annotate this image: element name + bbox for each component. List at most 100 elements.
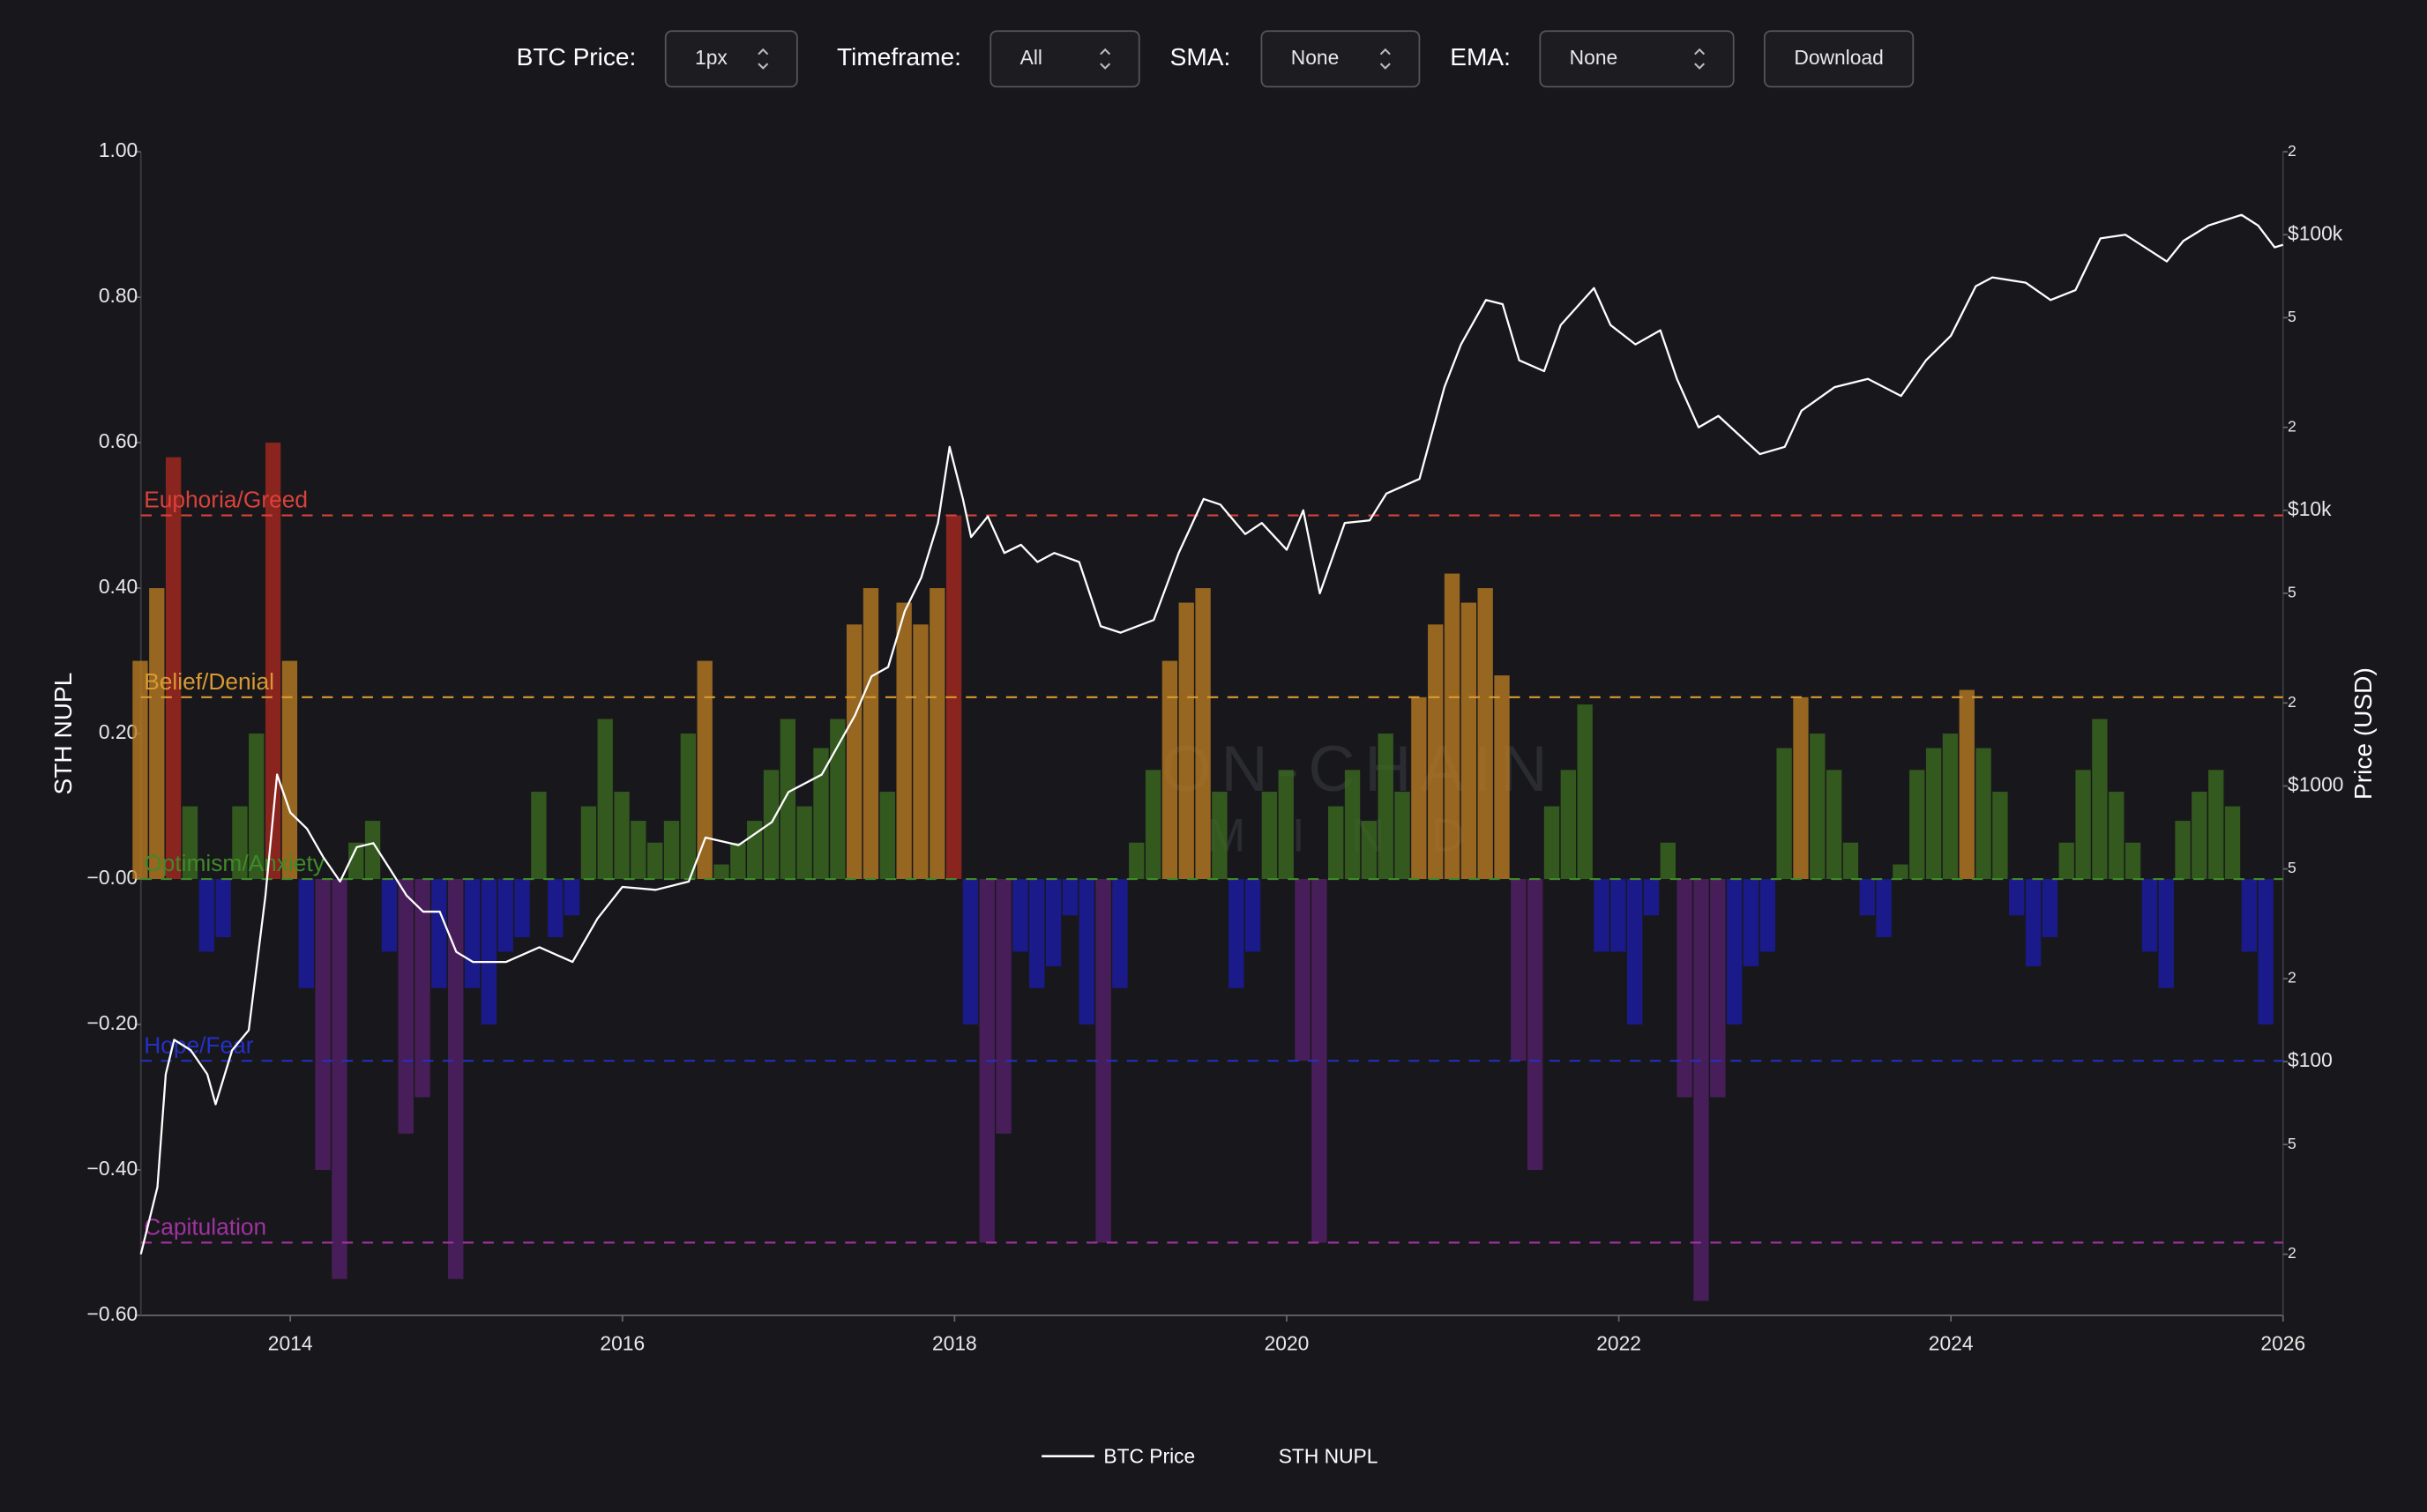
nupl-bar <box>1477 588 1493 880</box>
nupl-bar <box>414 879 430 1098</box>
select-arrow[interactable] <box>1694 48 1706 70</box>
nupl-bar <box>1161 660 1178 880</box>
y-tick-label: 0.80 <box>99 284 138 307</box>
control-label: EMA: <box>1450 43 1511 71</box>
select-arrow[interactable] <box>1379 48 1391 70</box>
select-value[interactable]: None <box>1570 46 1618 69</box>
nupl-bar <box>1195 588 1211 880</box>
nupl-bar <box>1842 842 1859 880</box>
nupl-bar <box>548 879 564 938</box>
select[interactable]: None <box>1539 30 1735 88</box>
nupl-bar <box>348 842 364 880</box>
select-arrow[interactable] <box>758 48 769 70</box>
legend-label[interactable]: BTC Price <box>1103 1444 1195 1467</box>
select-box[interactable] <box>664 30 798 88</box>
legend-label[interactable]: STH NUPL <box>1279 1444 1378 1467</box>
nupl-bar <box>996 879 1012 1134</box>
nupl-bar <box>1975 748 1991 880</box>
button-box[interactable] <box>1763 30 1915 88</box>
nupl-bar <box>315 879 331 1170</box>
select-value[interactable]: None <box>1291 46 1340 69</box>
x-tick-label: 2022 <box>1596 1331 1641 1354</box>
select-box[interactable] <box>1539 30 1735 88</box>
nupl-bar <box>2192 792 2207 880</box>
select-value[interactable]: 1px <box>695 46 728 69</box>
nupl-bar <box>879 792 895 880</box>
nupl-bar <box>2009 879 2025 916</box>
nupl-bar <box>497 879 513 952</box>
select-box[interactable] <box>1260 30 1421 88</box>
price-line <box>139 213 2284 1255</box>
nupl-bar <box>1095 879 1111 1243</box>
nupl-bar <box>962 879 979 1025</box>
nupl-bar <box>1328 806 1344 880</box>
nupl-bar <box>564 879 580 916</box>
nupl-bar <box>1494 675 1510 880</box>
nupl-bar <box>1610 879 1626 952</box>
nupl-bar <box>2125 842 2141 880</box>
nupl-bar <box>1295 879 1311 1061</box>
nupl-bar <box>830 719 846 880</box>
nupl-bar <box>863 588 879 880</box>
nupl-bar <box>1909 770 1925 880</box>
nupl-bar <box>2224 806 2241 880</box>
x-tick-label: 2020 <box>1265 1331 1310 1354</box>
y2-tick-label: $1000 <box>2288 773 2343 796</box>
nupl-bar <box>780 719 795 880</box>
x-tick-label: 2024 <box>1929 1331 1974 1354</box>
nupl-bar <box>930 588 945 880</box>
nupl-bar <box>913 624 929 880</box>
nupl-bar <box>2075 770 2091 880</box>
nupl-bar <box>1660 842 1676 880</box>
select-arrow[interactable] <box>1100 48 1111 70</box>
nupl-bar <box>1511 879 1527 1061</box>
x-tick-label: 2016 <box>600 1331 645 1354</box>
nupl-bar <box>1444 573 1460 880</box>
nupl-bar <box>531 792 547 880</box>
nupl-bar <box>1244 879 1261 952</box>
control-label: Timeframe: <box>837 43 961 71</box>
nupl-bar <box>1992 792 2008 880</box>
x-tick-label: 2014 <box>268 1331 313 1354</box>
nupl-bar <box>1793 696 1809 880</box>
select[interactable]: All <box>989 30 1140 88</box>
nupl-bar <box>2058 842 2074 880</box>
nupl-bar <box>1311 879 1327 1243</box>
x-tick-label: 2018 <box>932 1331 977 1354</box>
select-value[interactable]: All <box>1020 46 1042 69</box>
nupl-bar <box>298 879 314 988</box>
nupl-bar <box>1693 879 1709 1301</box>
control-label: SMA: <box>1170 43 1231 71</box>
nupl-bar <box>1594 879 1609 952</box>
nupl-bar <box>1394 792 1410 880</box>
zone-label: Belief/Denial <box>144 668 274 695</box>
nupl-bar <box>1726 879 1743 1025</box>
y2-tick-label: 2 <box>2288 969 2296 987</box>
download-button[interactable]: Download <box>1763 30 1915 88</box>
nupl-bar <box>265 443 281 880</box>
button-label[interactable]: Download <box>1794 46 1883 69</box>
zone-label: Optimism/Anxiety <box>144 850 325 876</box>
y-tick-label: 0.40 <box>99 575 138 598</box>
select[interactable]: None <box>1260 30 1421 88</box>
nupl-bar <box>1460 602 1477 880</box>
control-label: BTC Price: <box>517 43 637 71</box>
nupl-bar <box>1710 879 1726 1098</box>
nupl-bar <box>680 734 697 880</box>
select[interactable]: 1px <box>664 30 798 88</box>
nupl-bar <box>597 719 613 880</box>
nupl-bar <box>647 842 663 880</box>
nupl-bar <box>1876 879 1892 938</box>
nupl-bar <box>1278 770 1294 880</box>
nupl-bar <box>182 806 198 880</box>
zone-label: Euphoria/Greed <box>144 487 308 513</box>
nupl-bar <box>896 602 912 880</box>
nupl-bar <box>846 624 863 880</box>
nupl-bar <box>165 457 182 880</box>
nupl-bar <box>381 879 398 952</box>
nupl-bar <box>1925 748 1942 880</box>
nupl-bar <box>1145 770 1161 880</box>
nupl-bar <box>1012 879 1028 952</box>
select-box[interactable] <box>989 30 1140 88</box>
